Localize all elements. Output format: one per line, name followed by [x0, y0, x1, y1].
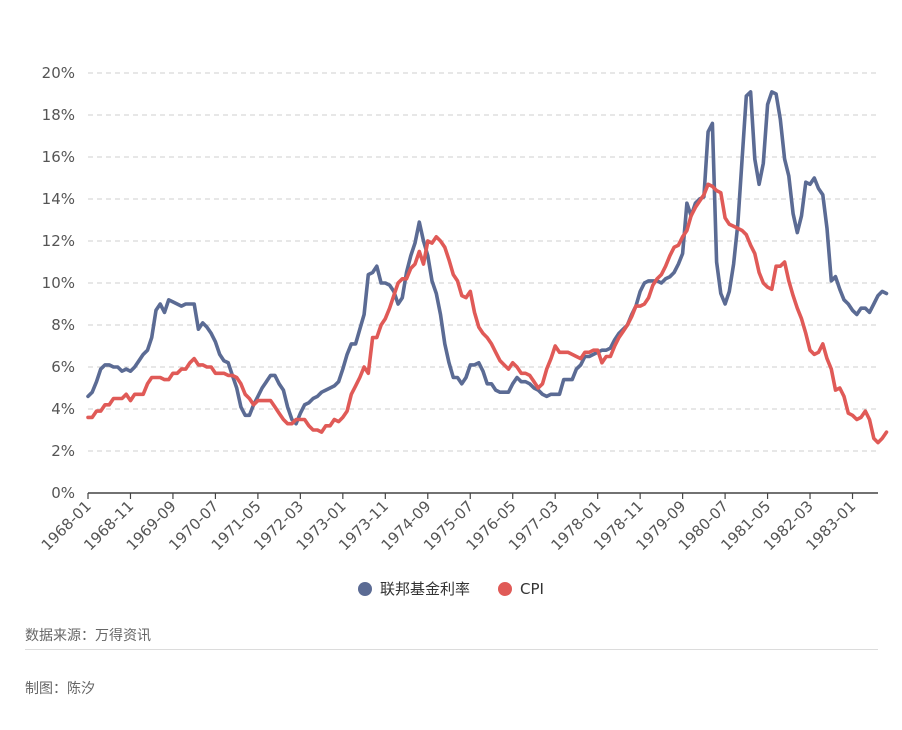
- y-tick-label: 4%: [51, 400, 75, 418]
- y-tick-label: 18%: [42, 106, 75, 124]
- legend: 联邦基金利率 CPI: [0, 578, 902, 599]
- legend-item-fed-funds[interactable]: 联邦基金利率: [358, 578, 470, 599]
- divider: [25, 649, 878, 650]
- cpi-swatch: [498, 581, 513, 596]
- x-axis: 1968-011968-111969-091970-071971-051972-…: [38, 492, 878, 554]
- legend-label-fed-funds: 联邦基金利率: [380, 580, 471, 598]
- y-tick-label: 12%: [42, 232, 75, 250]
- cpi-line: [86, 182, 889, 445]
- y-tick-label: 20%: [42, 64, 75, 82]
- y-tick-label: 2%: [51, 442, 75, 460]
- series-lines: [86, 90, 889, 445]
- y-tick-label: 14%: [42, 190, 75, 208]
- y-tick-label: 10%: [42, 274, 75, 292]
- legend-label-cpi: CPI: [520, 579, 544, 598]
- y-tick-label: 8%: [51, 316, 75, 334]
- data-source-note: 数据来源：万得资讯: [25, 628, 151, 644]
- y-tick-label: 0%: [51, 484, 75, 502]
- y-tick-label: 6%: [51, 358, 75, 376]
- author-note: 制图：陈汐: [25, 681, 95, 697]
- gridlines: [88, 72, 878, 452]
- legend-item-cpi[interactable]: CPI: [498, 578, 544, 599]
- y-axis: 0% 2% 4% 6% 8% 10% 12% 14% 16% 18% 20%: [42, 64, 75, 502]
- line-chart: 0% 2% 4% 6% 8% 10% 12% 14% 16% 18% 20% 1968-011968…: [38, 64, 889, 554]
- fed-funds-rate-line: [86, 90, 889, 426]
- y-tick-label: 16%: [42, 148, 75, 166]
- fed-funds-swatch: [358, 581, 373, 596]
